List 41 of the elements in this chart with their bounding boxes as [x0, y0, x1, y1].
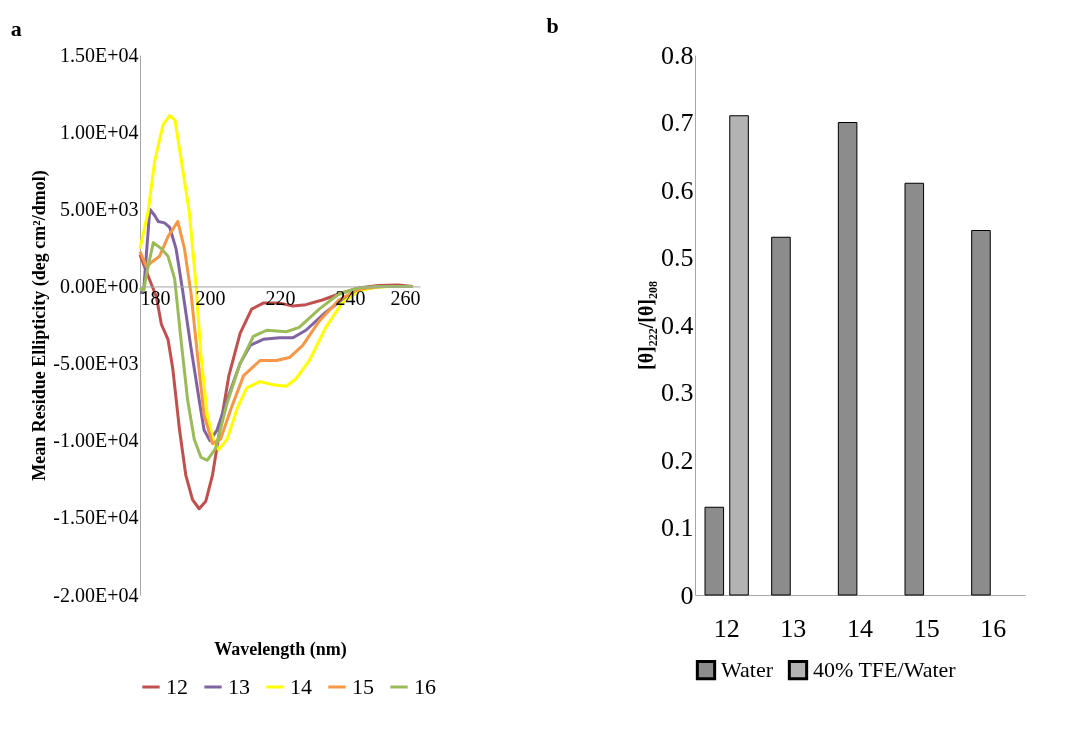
legend-label: 16 [414, 674, 436, 699]
bar [904, 182, 925, 596]
legend-label: 15 [352, 674, 374, 699]
bar [837, 122, 858, 596]
y-tick-label: 0 [680, 580, 694, 610]
chart-title: a [10, 16, 22, 41]
x-tick-label: 16 [980, 613, 1007, 643]
bar [704, 506, 725, 596]
x-tick-label: 12 [713, 613, 740, 643]
y-tick-label: 0.3 [661, 378, 694, 407]
chart-title: b [546, 13, 559, 38]
y-tick-label: 5.00E+03 [60, 197, 139, 220]
y-tick-label: 1.50E+04 [60, 43, 139, 66]
y-tick-label: 0.2 [661, 445, 694, 475]
y-tick-label: 0.1 [661, 513, 694, 542]
legend-label: 13 [228, 674, 250, 699]
x-tick-label: 14 [847, 613, 873, 643]
y-tick-label: 1.00E+04 [60, 120, 139, 143]
y-tick-label: 0.6 [661, 175, 694, 205]
y-tick-label: -2.00E+04 [53, 583, 139, 606]
y-tick-label: -1.50E+04 [53, 506, 139, 529]
y-axis-title: [θ]₂₂₂/[θ]₂₀₈ [635, 280, 657, 371]
x-tick-label: 13 [780, 613, 807, 643]
y-tick-label: -5.00E+03 [53, 352, 139, 375]
bar [729, 115, 749, 596]
legend-label: 12 [166, 674, 188, 699]
y-tick-label: 0.5 [661, 243, 694, 272]
y-tick-label: 0.7 [661, 108, 694, 137]
y-tick-label: 0.00E+00 [60, 274, 139, 297]
y-tick-label: -1.00E+04 [53, 429, 139, 452]
y-tick-label: 0.4 [661, 310, 694, 340]
legend-label: 14 [290, 674, 312, 699]
bar [771, 236, 791, 596]
y-tick-label: 0.8 [661, 40, 694, 70]
x-tick-label: 15 [913, 613, 940, 643]
y-axis-title: Mean Residue Ellipticity (deg cm²/dmol) [29, 170, 51, 481]
x-tick-label: 260 [390, 286, 421, 309]
x-axis-title: Wavelength (nm) [214, 638, 347, 660]
legend-label: Water [721, 657, 774, 683]
legend-label: 40% TFE/Water [813, 657, 957, 683]
bar [971, 230, 991, 596]
